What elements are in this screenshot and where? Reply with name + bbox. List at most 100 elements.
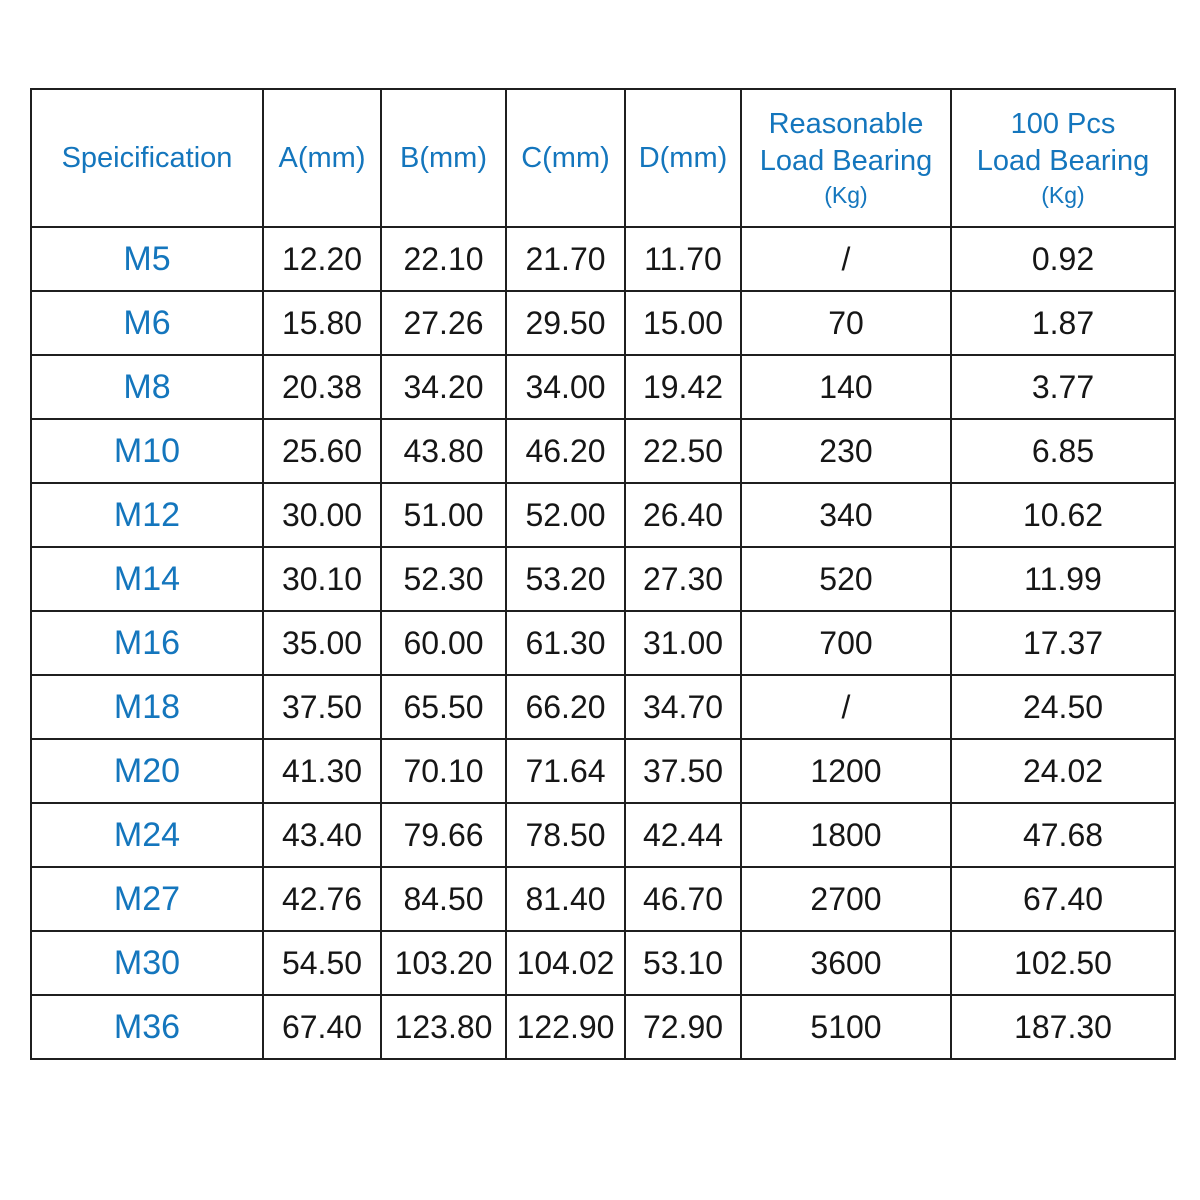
col-header-line: C(mm) bbox=[521, 141, 610, 174]
table-row-m14: M14 30.10 52.30 53.20 27.30 520 11.99 bbox=[30, 546, 1176, 612]
col-header-line: Reasonable bbox=[768, 108, 924, 141]
cell-m36-c: 122.90 bbox=[505, 994, 626, 1060]
header-row: Speicification A(mm) B(mm) C(mm) D(mm) Reason… bbox=[30, 88, 1176, 228]
cell-m8-a: 20.38 bbox=[262, 354, 382, 420]
cell-m10-d: 22.50 bbox=[624, 418, 742, 484]
cell-m16-pcs100: 17.37 bbox=[950, 610, 1176, 676]
cell-m30-c: 104.02 bbox=[505, 930, 626, 996]
cell-m18-reasonable: / bbox=[740, 674, 952, 740]
cell-m12-c: 52.00 bbox=[505, 482, 626, 548]
cell-m27-spec: M27 bbox=[30, 866, 264, 932]
cell-m30-pcs100: 102.50 bbox=[950, 930, 1176, 996]
table-row-m6: M6 15.80 27.26 29.50 15.00 70 1.87 bbox=[30, 290, 1176, 356]
cell-m16-spec: M16 bbox=[30, 610, 264, 676]
cell-m6-a: 15.80 bbox=[262, 290, 382, 356]
cell-m5-spec: M5 bbox=[30, 226, 264, 292]
table-body: M5 12.20 22.10 21.70 11.70/0.92 M6 15.80 27.26 2… bbox=[30, 226, 1176, 1060]
cell-m20-pcs100: 24.02 bbox=[950, 738, 1176, 804]
cell-m16-a: 35.00 bbox=[262, 610, 382, 676]
cell-m14-a: 30.10 bbox=[262, 546, 382, 612]
cell-m30-a: 54.50 bbox=[262, 930, 382, 996]
table-row-m16: M16 35.00 60.00 61.30 31.00 700 17.37 bbox=[30, 610, 1176, 676]
col-header-line: A(mm) bbox=[278, 141, 366, 174]
specification-table: Speicification A(mm) B(mm) C(mm) D(mm) Reason… bbox=[30, 88, 1176, 1060]
cell-m6-d: 15.00 bbox=[624, 290, 742, 356]
cell-m16-d: 31.00 bbox=[624, 610, 742, 676]
cell-m30-d: 53.10 bbox=[624, 930, 742, 996]
cell-m5-c: 21.70 bbox=[505, 226, 626, 292]
table-row-m36: M36 67.40 123.80 122.90 72.90 5100 187.30 bbox=[30, 994, 1176, 1060]
cell-m6-c: 29.50 bbox=[505, 290, 626, 356]
cell-m5-b: 22.10 bbox=[380, 226, 507, 292]
col-header-line: Load Bearing bbox=[759, 144, 933, 177]
table-row-m20: M20 41.30 70.10 71.64 37.50 1200 24.02 bbox=[30, 738, 1176, 804]
cell-m14-spec: M14 bbox=[30, 546, 264, 612]
cell-m24-d: 42.44 bbox=[624, 802, 742, 868]
col-header-a: A(mm) bbox=[262, 88, 382, 228]
table-row-m12: M12 30.00 51.00 52.00 26.40 340 10.62 bbox=[30, 482, 1176, 548]
cell-m18-pcs100: 24.50 bbox=[950, 674, 1176, 740]
cell-m8-pcs100: 3.77 bbox=[950, 354, 1176, 420]
col-header-line: D(mm) bbox=[638, 141, 728, 174]
cell-m6-b: 27.26 bbox=[380, 290, 507, 356]
cell-m24-spec: M24 bbox=[30, 802, 264, 868]
col-header-spec: Speicification bbox=[30, 88, 264, 228]
table-row-m18: M18 37.50 65.50 66.20 34.70/24.50 bbox=[30, 674, 1176, 740]
cell-m10-reasonable: 230 bbox=[740, 418, 952, 484]
table-row-m24: M24 43.40 79.66 78.50 42.44 1800 47.68 bbox=[30, 802, 1176, 868]
table-row-m27: M27 42.76 84.50 81.40 46.70 2700 67.40 bbox=[30, 866, 1176, 932]
cell-m20-a: 41.30 bbox=[262, 738, 382, 804]
cell-m24-pcs100: 47.68 bbox=[950, 802, 1176, 868]
cell-m14-b: 52.30 bbox=[380, 546, 507, 612]
cell-m12-a: 30.00 bbox=[262, 482, 382, 548]
cell-m36-spec: M36 bbox=[30, 994, 264, 1060]
cell-m6-pcs100: 1.87 bbox=[950, 290, 1176, 356]
cell-m30-b: 103.20 bbox=[380, 930, 507, 996]
cell-m30-spec: M30 bbox=[30, 930, 264, 996]
cell-m14-d: 27.30 bbox=[624, 546, 742, 612]
cell-m8-d: 19.42 bbox=[624, 354, 742, 420]
cell-m8-c: 34.00 bbox=[505, 354, 626, 420]
cell-m24-reasonable: 1800 bbox=[740, 802, 952, 868]
cell-m27-reasonable: 2700 bbox=[740, 866, 952, 932]
cell-m8-reasonable: 140 bbox=[740, 354, 952, 420]
cell-m14-pcs100: 11.99 bbox=[950, 546, 1176, 612]
col-header-line: 100 Pcs bbox=[1010, 108, 1116, 141]
cell-m12-spec: M12 bbox=[30, 482, 264, 548]
cell-m5-d: 11.70 bbox=[624, 226, 742, 292]
table-row-m10: M10 25.60 43.80 46.20 22.50 230 6.85 bbox=[30, 418, 1176, 484]
cell-m10-spec: M10 bbox=[30, 418, 264, 484]
cell-m16-b: 60.00 bbox=[380, 610, 507, 676]
cell-m14-reasonable: 520 bbox=[740, 546, 952, 612]
cell-m20-c: 71.64 bbox=[505, 738, 626, 804]
cell-m6-reasonable: 70 bbox=[740, 290, 952, 356]
cell-m5-a: 12.20 bbox=[262, 226, 382, 292]
cell-m27-a: 42.76 bbox=[262, 866, 382, 932]
col-header-line: B(mm) bbox=[400, 141, 487, 174]
col-header-d: D(mm) bbox=[624, 88, 742, 228]
cell-m27-pcs100: 67.40 bbox=[950, 866, 1176, 932]
cell-m10-c: 46.20 bbox=[505, 418, 626, 484]
cell-m18-a: 37.50 bbox=[262, 674, 382, 740]
cell-m24-b: 79.66 bbox=[380, 802, 507, 868]
cell-m18-d: 34.70 bbox=[624, 674, 742, 740]
cell-m20-d: 37.50 bbox=[624, 738, 742, 804]
cell-m36-reasonable: 5100 bbox=[740, 994, 952, 1060]
cell-m6-spec: M6 bbox=[30, 290, 264, 356]
cell-m5-reasonable: / bbox=[740, 226, 952, 292]
cell-m16-c: 61.30 bbox=[505, 610, 626, 676]
cell-m27-d: 46.70 bbox=[624, 866, 742, 932]
col-header-unit: (Kg) bbox=[1041, 181, 1085, 208]
col-header-c: C(mm) bbox=[505, 88, 626, 228]
cell-m12-pcs100: 10.62 bbox=[950, 482, 1176, 548]
specification-table-container: Speicification A(mm) B(mm) C(mm) D(mm) Reason… bbox=[30, 88, 1176, 1060]
cell-m10-a: 25.60 bbox=[262, 418, 382, 484]
cell-m8-b: 34.20 bbox=[380, 354, 507, 420]
cell-m27-b: 84.50 bbox=[380, 866, 507, 932]
table-header: Speicification A(mm) B(mm) C(mm) D(mm) Reason… bbox=[30, 88, 1176, 228]
cell-m36-a: 67.40 bbox=[262, 994, 382, 1060]
cell-m8-spec: M8 bbox=[30, 354, 264, 420]
cell-m12-d: 26.40 bbox=[624, 482, 742, 548]
cell-m5-pcs100: 0.92 bbox=[950, 226, 1176, 292]
table-row-m8: M8 20.38 34.20 34.00 19.42 140 3.77 bbox=[30, 354, 1176, 420]
